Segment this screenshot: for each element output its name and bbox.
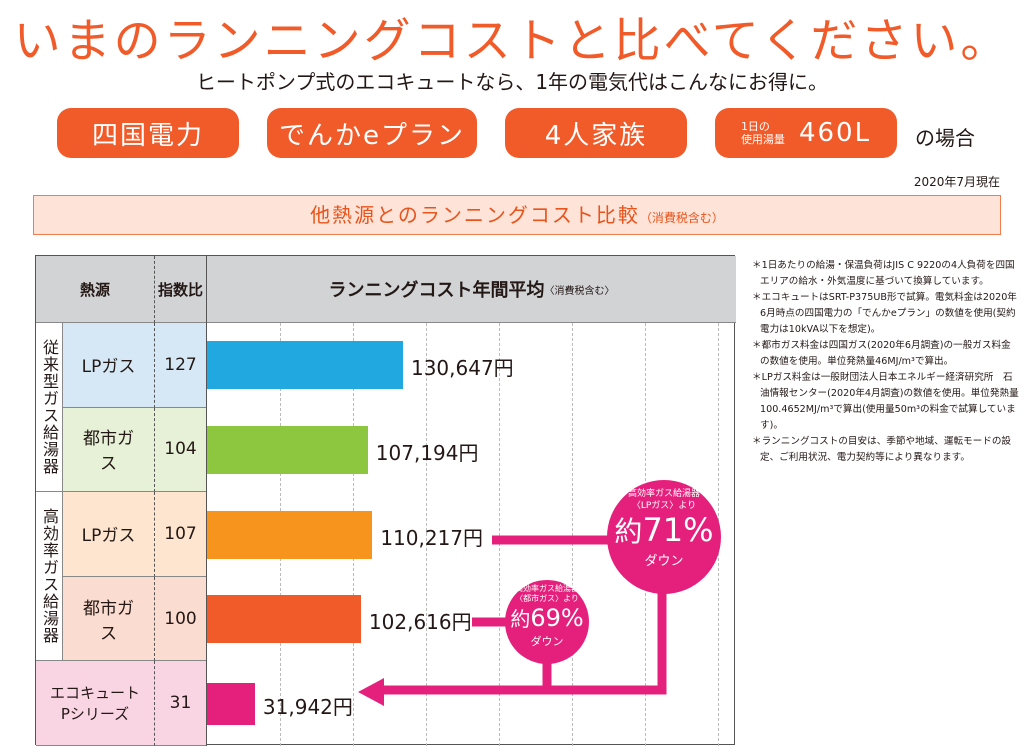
callout-71-percent: 高効率ガス給湯器 〈LPガス〉より 約71% ダウン (607, 480, 721, 594)
row-source-label: 都市ガス (63, 407, 154, 493)
bar (207, 595, 361, 644)
footnote: ＊ランニングコストの目安は、季節や地域、運転モードの設定、ご利用状況、電力契約等… (752, 436, 1012, 463)
callout-label: ダウン (644, 554, 684, 569)
row-source-label: LPガス (63, 323, 154, 408)
callout-percent: 69% (530, 604, 584, 632)
usage-label-line2: 使用湯量 (740, 133, 785, 146)
callout-from: 高効率ガス給湯器 (515, 584, 579, 593)
bar (207, 341, 403, 390)
row-source-label: エコキュートPシリーズ (36, 661, 154, 746)
case-suffix: の場合 (915, 126, 975, 150)
callout-from: 高効率ガス給湯器 (627, 489, 700, 499)
footnote: ＊LPガス料金は一般財団法人日本エネルギー経済研究所 石油情報センター(2020… (752, 372, 1019, 431)
row-source-label: 都市ガス (63, 576, 154, 662)
callout-prefix: 約 (510, 607, 531, 631)
subtitle: ヒートポンプ式のエコキュートなら、1年の電気代はこんなにお得に。 (195, 70, 829, 94)
callout-label: ダウン (530, 635, 564, 648)
gridline (426, 323, 427, 746)
row-index-ratio: 107 (154, 492, 206, 577)
callout-source: 〈LPガス〉より (631, 501, 697, 511)
footnotes: ＊1日あたりの給湯・保温負荷はJIS C 9220の4人負荷を四国エリアの給水・… (752, 258, 1020, 466)
usage-badge: 1日の 使用湯量 460L (715, 108, 897, 158)
header-source: 熱源 (36, 256, 154, 323)
usage-label: 1日の 使用湯量 (741, 120, 785, 146)
footnote: ＊エコキュートはSRT-P375UB形で試算。電気料金は2020年6月時点の四国… (752, 292, 1017, 335)
gridline (499, 323, 500, 746)
banner-note: （消費税含む） (639, 211, 724, 225)
comparison-banner: 他熱源とのランニングコスト比較（消費税含む） (33, 195, 1001, 235)
gridline (572, 323, 573, 746)
usage-label-line1: 1日の (740, 120, 770, 133)
header-index: 指数比 (154, 256, 206, 323)
utility-badge: 四国電力 (57, 108, 239, 158)
usage-value: 460L (798, 118, 872, 148)
header-cost-note: 〈消費税含む〉 (544, 285, 615, 297)
callout-prefix: 約 (614, 515, 643, 548)
banner-title: 他熱源とのランニングコスト比較 (310, 203, 640, 227)
row-index-ratio: 127 (154, 323, 206, 408)
bar-value-label: 102,616円 (368, 610, 472, 635)
callout-source: 〈都市ガス〉より (515, 594, 579, 603)
bar-value-label: 110,217円 (380, 525, 484, 550)
footnote: ＊1日あたりの給湯・保温負荷はJIS C 9220の4人負荷を四国エリアの給水・… (752, 260, 1015, 287)
row-index-ratio: 100 (154, 576, 206, 662)
plan-badge: でんかeプラン (267, 108, 477, 158)
bar (207, 425, 368, 474)
family-badge: 4人家族 (505, 108, 687, 158)
bar (207, 682, 255, 725)
callout-percent: 71% (642, 511, 714, 549)
cost-comparison-table: 熱源 指数比 ランニングコスト年間平均 〈消費税含む〉 従来型ガス給湯器 高効率ガ… (35, 255, 736, 746)
bar-value-label: 130,647円 (410, 356, 514, 381)
page-title: いまのランニングコストと比べてください。 (13, 14, 1011, 69)
row-source-label: LPガス (63, 492, 154, 577)
group-conventional: 従来型ガス給湯器 (36, 323, 63, 492)
arrow-head-icon (358, 678, 384, 706)
bar-value-label: 31,942円 (262, 694, 353, 719)
row-index-ratio: 31 (154, 661, 206, 746)
connector-71 (380, 535, 667, 695)
header-cost-label: ランニングコスト年間平均 (328, 280, 545, 301)
as-of-date: 2020年7月現在 (913, 175, 1000, 189)
bar-value-label: 107,194円 (375, 440, 479, 465)
callout-69-percent: 高効率ガス給湯器 〈都市ガス〉より 約69% ダウン (505, 580, 589, 664)
row-index-ratio: 104 (154, 407, 206, 493)
connector-69 (472, 617, 552, 690)
chart-area: 130,647円 107,194円 110,217円 102,616円 31,942円 (206, 256, 736, 746)
header-cost: ランニングコスト年間平均 〈消費税含む〉 (206, 256, 736, 323)
group-high-efficiency: 高効率ガス給湯器 (36, 492, 63, 661)
footnote: ＊都市ガス料金は四国ガス(2020年6月調査)の一般ガス料金の数値を使用。単位発… (752, 340, 1011, 367)
bar (207, 510, 373, 559)
